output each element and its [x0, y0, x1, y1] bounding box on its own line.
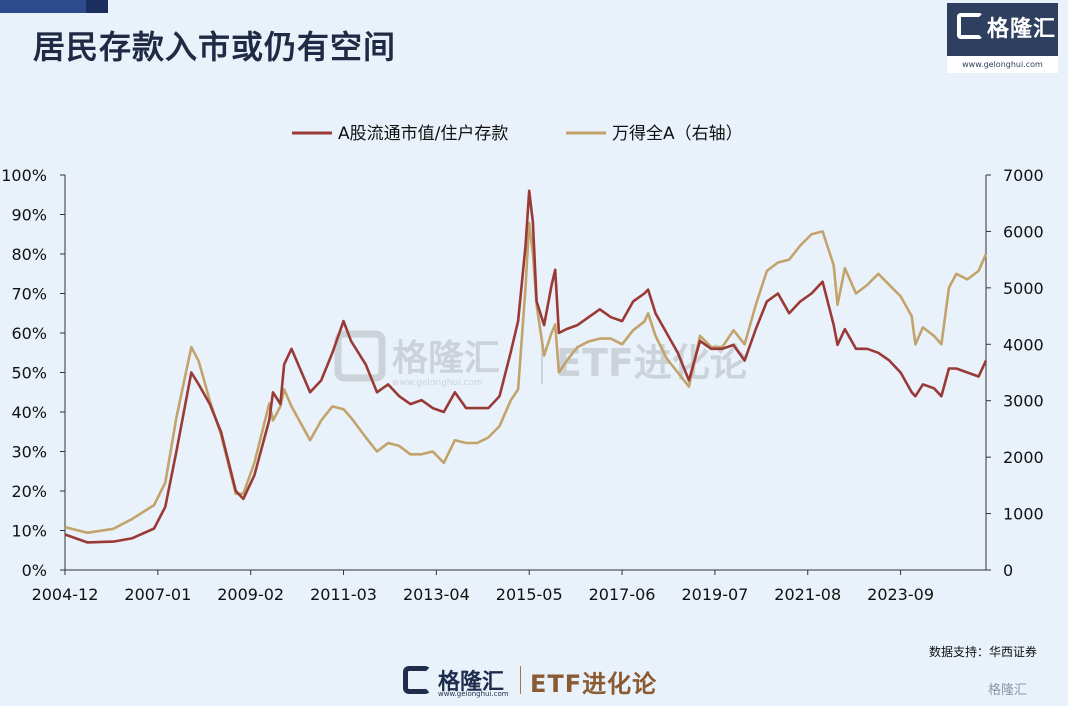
x-tick-label: 2013-04	[403, 585, 470, 604]
right-tick-label: 5000	[1003, 279, 1044, 298]
bottom-brand-separator	[520, 666, 521, 694]
bottom-brand-name: 格隆汇	[438, 670, 505, 695]
series-line-market-cap-ratio	[64, 189, 988, 544]
left-tick-label: 50%	[11, 364, 47, 383]
right-tick-label: 2000	[1003, 448, 1044, 467]
brand-name: 格隆汇	[987, 17, 1057, 42]
watermark-name: 格隆汇	[392, 338, 500, 379]
axes: 0% 10% 20% 30% 40% 50% 60% 70% 80% 90% 100% 0 1000 20…	[1, 166, 1043, 604]
left-tick-label: 100%	[1, 166, 47, 185]
left-tick-label: 90%	[11, 206, 47, 225]
x-tick-label: 2017-06	[589, 585, 656, 604]
legend-label: 万得全A（右轴）	[612, 124, 743, 144]
right-tick-label: 1000	[1003, 505, 1044, 524]
corner-watermark: 格隆汇	[988, 683, 1028, 698]
left-tick-label: 10%	[11, 522, 47, 541]
right-tick-label: 3000	[1003, 392, 1044, 411]
left-tick-label: 0%	[22, 561, 47, 580]
left-tick-label: 40%	[11, 403, 47, 422]
corner-tab-decoration	[0, 0, 108, 13]
x-tick-label: 2009-02	[217, 585, 284, 604]
brand-url: www.gelonghui.com	[947, 56, 1058, 73]
right-tick-label: 7000	[1003, 166, 1044, 185]
watermark-g-icon	[334, 330, 386, 382]
x-tick-label: 2011-03	[310, 585, 377, 604]
brand-logo: 格隆汇 www.gelonghui.com	[947, 3, 1058, 73]
bottom-brand-etf: ETF进化论	[530, 670, 658, 698]
left-tick-label: 80%	[11, 245, 47, 264]
x-tick-label: 2019-07	[681, 585, 748, 604]
left-tick-label: 30%	[11, 443, 47, 462]
right-tick-label: 0	[1003, 561, 1013, 580]
left-tick-label: 70%	[11, 285, 47, 304]
right-tick-label: 6000	[1003, 222, 1044, 241]
bottom-brand: 格隆汇 www.gelonghui.com ETF进化论	[400, 662, 690, 698]
bottom-brand-g-icon	[403, 666, 431, 694]
series-line-wind-all-a	[64, 221, 988, 535]
x-tick-label: 2021-08	[774, 585, 841, 604]
watermark-url: www.gelonghui.com	[392, 378, 483, 388]
x-tick-label: 2015-05	[496, 585, 563, 604]
page-title: 居民存款入市或仍有空间	[33, 28, 397, 66]
series-lines	[64, 189, 988, 544]
legend-label: A股流通市值/住户存款	[338, 124, 508, 144]
x-tick-label: 2023-09	[867, 585, 934, 604]
source-note: 数据支持：华西证券	[929, 645, 1038, 659]
x-tick-label: 2004-12	[32, 585, 99, 604]
x-tick-label: 2007-01	[124, 585, 191, 604]
left-tick-label: 60%	[11, 324, 47, 343]
left-tick-label: 20%	[11, 482, 47, 501]
right-tick-label: 4000	[1003, 335, 1044, 354]
legend: A股流通市值/住户存款 万得全A（右轴）	[292, 124, 743, 144]
brand-g-icon	[957, 13, 983, 39]
bottom-brand-url: www.gelonghui.com	[438, 690, 509, 698]
